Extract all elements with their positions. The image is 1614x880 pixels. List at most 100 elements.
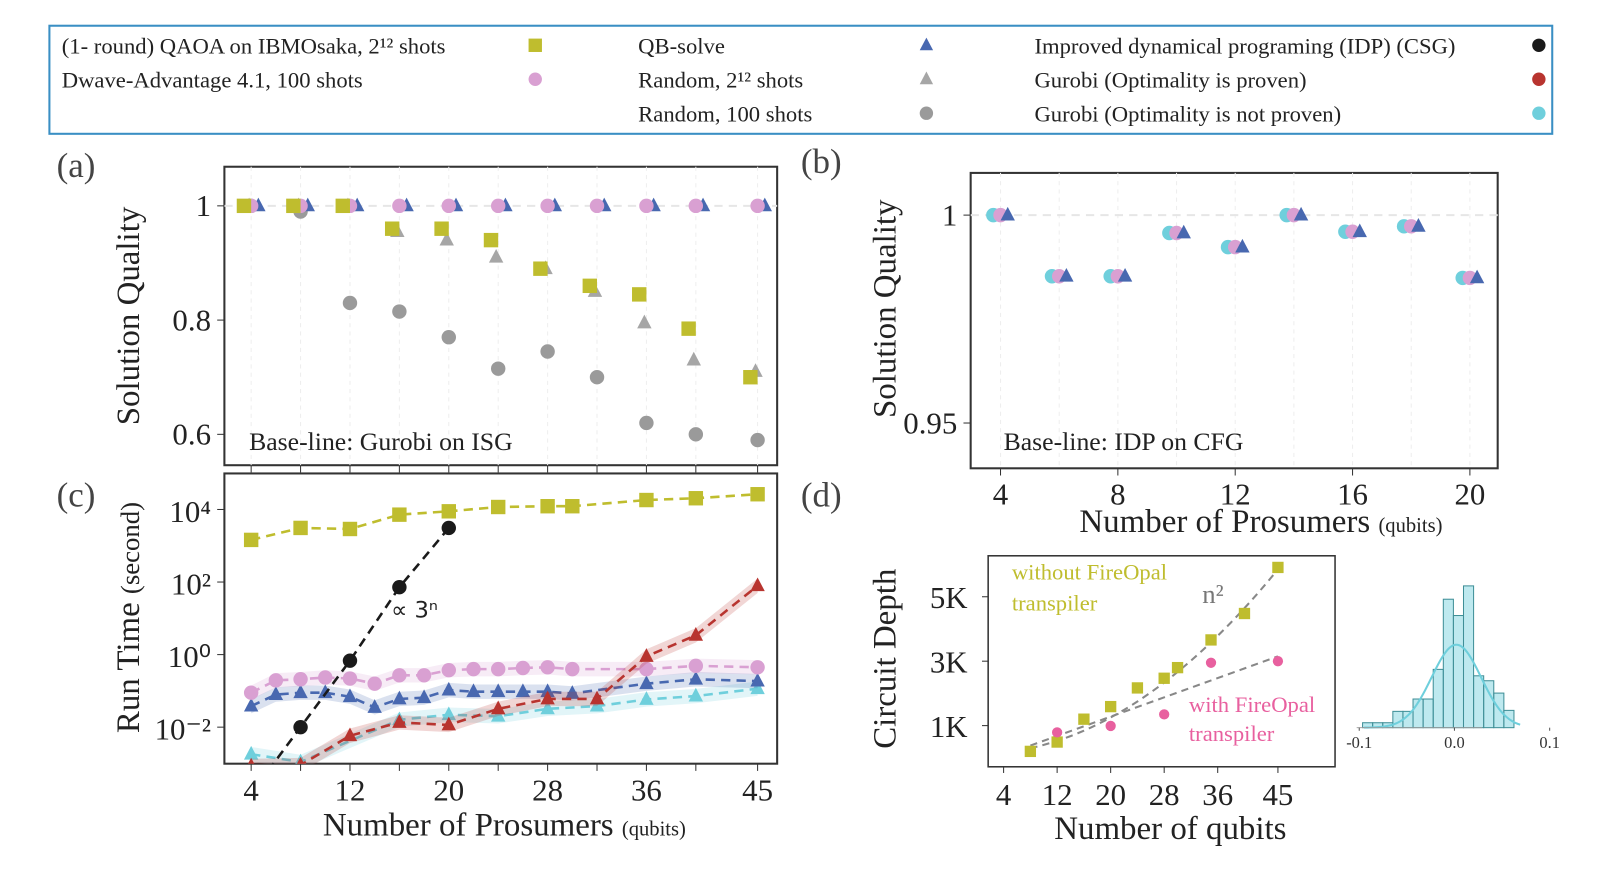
- label-line: transpiler: [1189, 721, 1275, 746]
- data-point: [743, 370, 758, 385]
- legend-triangle-icon: [919, 71, 934, 85]
- data-point: [1238, 607, 1251, 620]
- data-point: [639, 691, 654, 705]
- x-tick-label: 36: [1202, 777, 1233, 812]
- panel-a-solution-quality: 0.6 0.8 1 Solution Quality Base-line: Guro…: [111, 165, 779, 473]
- data-point: [243, 697, 259, 712]
- data-point: [441, 681, 456, 696]
- data-point: [1205, 657, 1217, 668]
- data-marks: [243, 487, 765, 764]
- data-point: [483, 232, 499, 248]
- y-tick-label: 0.6: [172, 417, 211, 452]
- legend-item-gurobi-optimality-is-not-proven: Gurobi (Optimality is not proven): [1034, 101, 1546, 126]
- legend-item-gurobi-optimality-is-proven: Gurobi (Optimality is proven): [1034, 67, 1546, 92]
- y-axis-unit: (second): [115, 502, 145, 594]
- data-point: [639, 198, 654, 214]
- data-point: [392, 198, 407, 214]
- panel-d-circuit-depth: 4 12 20 28 36 45 1K 3K 5K Circuit Depth Number o…: [868, 555, 1336, 847]
- legend-square-icon: [528, 38, 542, 52]
- y-tick-label: 10⁻²: [155, 712, 211, 747]
- y-axis-label: Run Time (second): [111, 502, 147, 733]
- data-point: [688, 670, 704, 685]
- legend-item-dwave-advantage-4-1-100-shots: Dwave-Advantage 4.1, 100 shots: [62, 67, 542, 92]
- histogram-bar: [1473, 675, 1485, 729]
- data-point: [342, 671, 358, 686]
- data-point: [1352, 223, 1367, 238]
- legend-label: Gurobi (Optimality is not proven): [1034, 101, 1341, 126]
- data-point: [243, 532, 259, 548]
- data-point: [392, 507, 407, 522]
- x-tick-label: 12: [335, 773, 366, 808]
- data-point: [1078, 713, 1090, 725]
- legend-label: Random, 2¹² shots: [638, 67, 803, 92]
- linear-fit-line: [1030, 655, 1279, 747]
- data-point: [268, 686, 284, 700]
- legend-item-random-100-shots: Random, 100 shots: [638, 101, 934, 126]
- legend-item-random-2-shots: Random, 2¹² shots: [638, 67, 934, 92]
- data-point: [1000, 206, 1015, 221]
- data-point: [293, 520, 308, 536]
- x-axis-unit: (qubits): [622, 819, 686, 841]
- panel-b-solution-quality: 4 8 12 16 20 0.95 1 Solution Quality Base-line…: [868, 171, 1499, 540]
- series-label-with-fireopal: with FireOpal transpiler: [1189, 692, 1315, 746]
- x-axis-label: Number of Prosumers (qubits): [1079, 504, 1442, 540]
- quadratic-fit-line: [1030, 568, 1279, 750]
- data-point: [637, 314, 652, 329]
- data-marks: [1024, 561, 1284, 758]
- x-tick-label: 36: [631, 773, 662, 808]
- legend-circle-icon: [528, 72, 542, 86]
- data-point: [392, 304, 407, 319]
- data-point: [248, 757, 255, 764]
- label-line: with FireOpal: [1189, 692, 1315, 717]
- data-point: [565, 685, 580, 699]
- data-point: [681, 321, 696, 336]
- data-point: [416, 689, 432, 704]
- series-line: [271, 527, 450, 764]
- data-point: [490, 198, 506, 214]
- histogram-bar: [1442, 598, 1454, 729]
- data-point: [490, 683, 506, 698]
- x-tick-label: 12: [1042, 777, 1073, 812]
- data-point: [1105, 720, 1116, 732]
- data-point: [441, 520, 456, 536]
- legend-label: QB-solve: [638, 34, 725, 59]
- legend-item-qb-solve: QB-solve: [638, 34, 934, 59]
- panel-label-d: (d): [801, 475, 842, 514]
- data-point: [639, 648, 654, 662]
- data-point: [441, 330, 456, 345]
- data-point: [1158, 672, 1170, 684]
- x-tick-label: 28: [532, 773, 563, 808]
- panel-label-c: (c): [57, 475, 96, 514]
- data-point: [1159, 709, 1170, 720]
- data-point: [384, 221, 400, 236]
- data-point: [1131, 682, 1144, 694]
- axes: 4 12 20 28 36 45 10⁻² 10⁰ 10² 10⁴: [155, 494, 773, 808]
- data-point: [335, 198, 350, 214]
- data-point: [589, 198, 605, 214]
- data-point: [540, 660, 555, 675]
- fit-label-n-squared: n²: [1202, 579, 1223, 609]
- histogram-bar: [1432, 668, 1444, 729]
- data-point: [293, 672, 308, 687]
- data-point: [342, 727, 358, 742]
- data-point: [639, 675, 654, 690]
- data-point: [540, 499, 555, 514]
- data-point: [1059, 267, 1074, 282]
- data-point: [1293, 206, 1309, 221]
- data-point: [1104, 700, 1117, 713]
- fit-annotation: ∝ 3ⁿ: [391, 598, 438, 624]
- data-point: [439, 231, 454, 246]
- data-point: [466, 661, 481, 677]
- y-axis-label: Solution Quality: [868, 199, 904, 418]
- data-point: [434, 221, 449, 236]
- x-tick-label: 12: [1220, 476, 1251, 511]
- data-point: [1235, 238, 1250, 253]
- grid: 4 8 12 16 20 0.95 1: [903, 172, 1498, 511]
- data-point: [318, 684, 333, 699]
- axes: 4 12 20 28 36 45 1K 3K 5K: [930, 580, 1293, 812]
- x-axis-unit: (qubits): [1378, 515, 1442, 537]
- data-point: [392, 580, 407, 595]
- histogram-bar: [1493, 692, 1505, 729]
- data-marks: [986, 206, 1485, 286]
- y-tick-label: 5K: [930, 580, 968, 615]
